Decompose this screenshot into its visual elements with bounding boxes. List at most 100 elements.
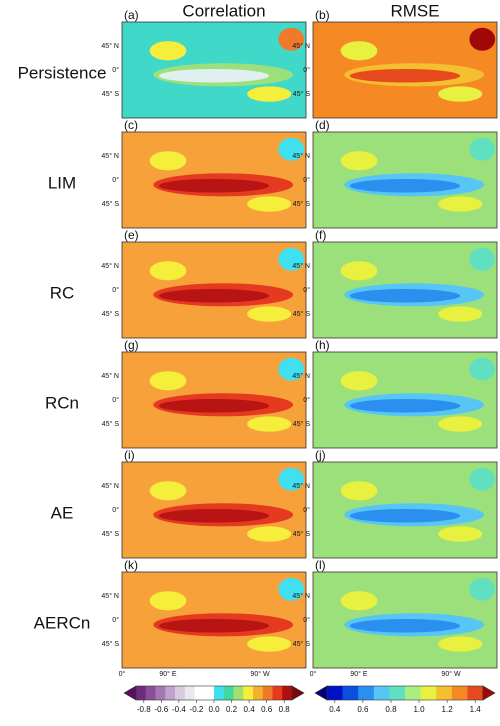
map-region [438,196,483,212]
map-region [247,86,292,102]
lat-label: 45° S [102,90,120,98]
map [121,241,307,339]
colorbar-swatch [405,686,421,700]
map-frame [121,351,307,449]
lat-label: 0° [303,396,310,404]
panel-letter: (h) [315,338,330,352]
map-region [247,416,292,432]
map-region [158,509,270,523]
colorbar-tick-label: 1.0 [413,705,425,714]
map-region [278,27,305,51]
colorbar-tick-label: 0.2 [226,705,238,714]
map [121,461,307,559]
map-region [278,247,305,271]
row-label: RCn [45,393,79,412]
lat-label: 45° S [293,200,311,208]
colorbar-swatch [420,686,437,700]
map-region [158,399,270,413]
map [121,131,307,229]
colorbar-arrow [123,685,137,701]
map-region [278,577,305,601]
lat-label: 0° [112,176,119,184]
map-region [469,27,496,51]
map-frame [312,571,498,669]
colorbar-swatch [175,686,186,700]
map-region [149,151,187,171]
colorbar-swatch [204,686,215,700]
lat-label: 45° N [101,372,119,380]
map [312,351,498,449]
map [312,21,498,119]
lat-label: 0° [303,66,310,74]
map-region [349,619,461,633]
lat-label: 0° [303,506,310,514]
map-region [469,467,496,491]
colorbar-swatch [253,686,264,700]
map-frame [121,571,307,669]
colorbar-tick-label: 0.4 [329,705,341,714]
map-region [469,357,496,381]
panel-letter: (a) [124,8,139,22]
map [312,241,498,339]
map-frame [121,461,307,559]
colorbar-frame [326,685,484,701]
colorbar-swatch [272,686,283,700]
colorbar-swatch [282,686,293,700]
map-region [278,467,305,491]
colorbar-swatch [342,686,359,700]
map-region [247,306,292,322]
map-region [278,357,305,381]
map-frame [312,461,498,559]
lat-label: 45° S [102,420,120,428]
lon-label: 90° E [159,670,177,678]
colorbar-swatch [451,686,468,700]
map-region [340,41,378,61]
lat-label: 0° [303,286,310,294]
map-region [438,526,483,542]
colorbar-arrow [314,685,328,701]
lon-label: 90° W [250,670,270,678]
lat-label: 45° N [292,372,310,380]
map-region [349,509,461,523]
colorbar-tick-label: 0.8 [385,705,397,714]
panel-letter: (e) [124,228,139,242]
colorbar-swatch [389,686,406,700]
colorbar-tick-label: 1.2 [442,705,454,714]
map-region [340,481,378,501]
map-frame [121,21,307,119]
map-region [247,526,292,542]
lon-label: 90° W [441,670,461,678]
column-title: Correlation [182,1,265,20]
lat-label: 45° N [101,592,119,600]
row-label: LIM [48,173,76,192]
lat-label: 45° S [293,640,311,648]
panel-letter: (i) [124,448,135,462]
map-region [149,591,187,611]
colorbar-swatch [145,686,156,700]
map-frame [312,351,498,449]
lat-label: 0° [112,506,119,514]
lat-label: 45° N [292,482,310,490]
lat-label: 0° [112,616,119,624]
map [312,131,498,229]
colorbar-swatch [165,686,176,700]
colorbar-swatch [436,686,453,700]
lat-label: 45° N [292,592,310,600]
panel-letter: (c) [124,118,138,132]
colorbar-tick-label: -0.2 [190,705,204,714]
colorbar-tick-label: -0.6 [154,705,168,714]
row-label: Persistence [18,63,107,82]
map [121,21,307,119]
map-region [149,261,187,281]
map-region [469,137,496,161]
map-region [469,247,496,271]
colorbar-swatch [467,686,484,700]
colorbar-tick-label: 0.4 [244,705,256,714]
lat-label: 45° S [102,530,120,538]
colorbar-tick-label: -0.8 [137,705,151,714]
lat-label: 45° S [102,200,120,208]
colorbar-swatch [214,686,225,700]
colorbar-tick-label: -0.4 [172,705,186,714]
lat-label: 45° S [293,530,311,538]
